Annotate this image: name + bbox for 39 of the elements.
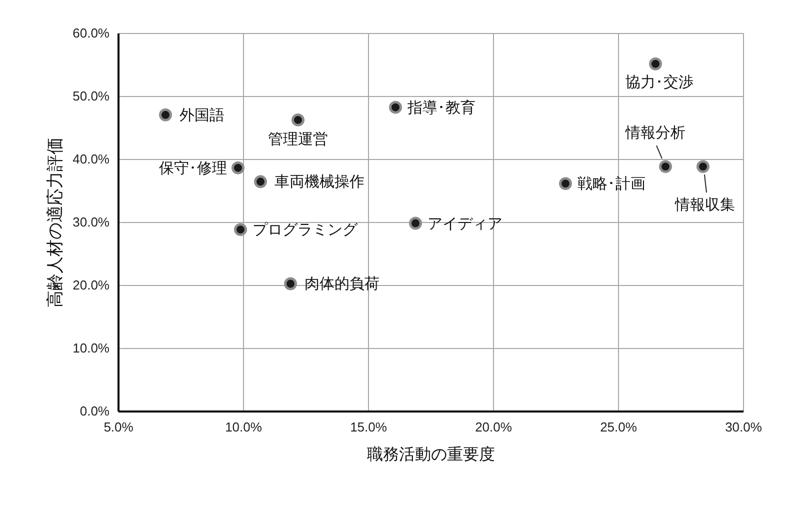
point xyxy=(389,100,402,114)
y-axis-title: 高齢人材の適応力評価 xyxy=(46,138,66,308)
y-tick-label: 20.0% xyxy=(72,278,110,292)
point xyxy=(649,57,662,70)
y-tick-label: 0.0% xyxy=(80,404,110,418)
annotation: 車両機械操作 xyxy=(274,172,364,191)
point xyxy=(159,108,172,122)
annotation: 戦略･計画 xyxy=(578,174,646,193)
annotation: 協力･交渉 xyxy=(626,72,694,91)
y-tick-label: 40.0% xyxy=(72,152,110,166)
point xyxy=(409,216,422,230)
point xyxy=(292,113,304,126)
x-tick-label: 10.0% xyxy=(225,420,262,434)
point xyxy=(659,160,672,174)
x-tick-label: 20.0% xyxy=(475,420,512,434)
annotation: 情報収集 xyxy=(674,196,735,214)
annotation: プログラミング xyxy=(252,220,358,239)
point xyxy=(234,223,247,236)
x-tick-label: 5.0% xyxy=(104,420,134,434)
y-tick-label: 60.0% xyxy=(72,26,110,40)
annotation: 指導･教育 xyxy=(406,98,476,116)
y-tick-label: 30.0% xyxy=(72,214,110,230)
annotation: 保守･修理 xyxy=(159,158,227,177)
annotation: 管理運営 xyxy=(268,130,328,148)
point xyxy=(696,160,710,174)
x-tick-label: 15.0% xyxy=(350,420,388,434)
annotation: 外国語 xyxy=(180,106,224,124)
point xyxy=(559,177,572,190)
point xyxy=(254,175,267,188)
point xyxy=(232,161,244,174)
y-tick-label: 10.0% xyxy=(72,340,110,356)
x-tick-label: 30.0% xyxy=(725,420,762,434)
point xyxy=(284,277,297,290)
annotation: 肉体的負荷 xyxy=(304,274,380,293)
x-axis-title: 職務活動の重要度 xyxy=(367,444,495,464)
annotation: 情報分析 xyxy=(624,124,686,142)
x-tick-label: 25.0% xyxy=(600,420,638,434)
y-tick-label: 50.0% xyxy=(72,88,110,104)
annotation: アイディア xyxy=(428,214,502,232)
